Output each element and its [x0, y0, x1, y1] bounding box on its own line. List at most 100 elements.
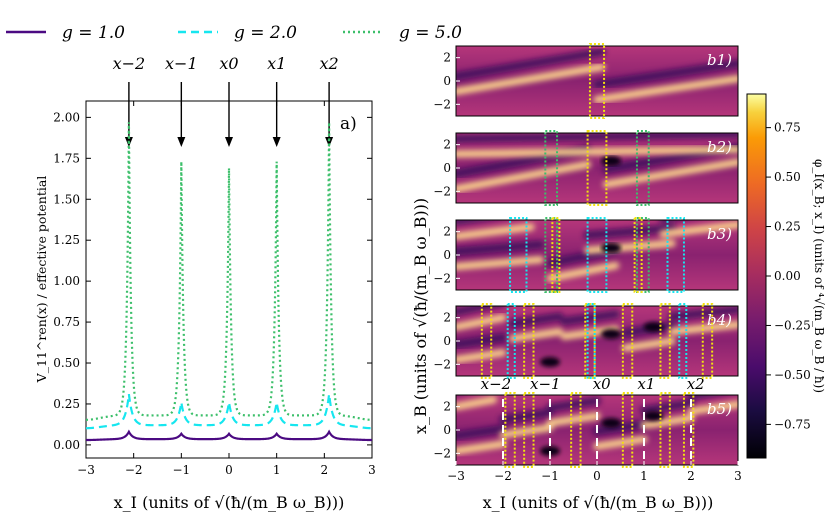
box-cyan	[678, 303, 688, 379]
heatmap-b3	[456, 220, 738, 290]
dark-band	[456, 306, 505, 316]
dark-spot	[540, 357, 560, 367]
box-cyan	[666, 217, 685, 293]
box-yellow	[659, 303, 671, 379]
panel-label-b3: b3)	[707, 225, 732, 243]
xtick-label-b: 1	[640, 469, 648, 483]
xtick-label-a: 0	[225, 463, 233, 477]
box-yellow	[570, 392, 582, 468]
xtick-label-a: −3	[77, 463, 95, 477]
dark-spot	[601, 243, 622, 253]
ytick-label-b: 0	[443, 334, 451, 348]
legend: g = 1.0 g = 2.0 g = 5.0	[6, 23, 462, 43]
light-band	[593, 75, 738, 104]
dark-band	[546, 396, 601, 412]
legend-label-g2: g = 2.0	[234, 23, 297, 43]
colorbar: 0.75 0.50 0.25 0.00 −0.25 −0.50 −0.75 φ_I(x_B;…	[746, 93, 826, 459]
series-g5-line	[86, 122, 372, 421]
xtick-label-b: −1	[541, 469, 559, 483]
peak-arrow-head	[177, 137, 186, 147]
heatmap-b2	[456, 133, 738, 203]
ytick-label-a: 1.25	[53, 233, 80, 247]
xtick-label-a: 2	[321, 463, 329, 477]
ytick-label-b: 2	[443, 138, 451, 152]
panel-b-xlabel: x_I (units of √(ħ/(m_B ω_B)))	[483, 493, 714, 512]
ytick-label-b: −2	[433, 446, 451, 460]
light-band	[456, 161, 592, 193]
b5-label: x0	[593, 375, 611, 393]
heatmap-spots	[601, 156, 622, 166]
ytick-label-b: 2	[443, 51, 451, 65]
light-band	[456, 349, 507, 364]
ytick-label-b: −2	[433, 271, 451, 285]
light-band	[659, 221, 738, 238]
ytick-label-a: 0.00	[53, 438, 80, 452]
dark-spot	[601, 329, 622, 339]
box-yellow	[586, 130, 608, 206]
b5-label: x−1	[530, 375, 561, 393]
ytick-label-b: 0	[443, 423, 451, 437]
peak-arrow-label: x−2	[113, 54, 146, 73]
box-cyan	[586, 303, 596, 379]
box-yellow	[551, 217, 561, 293]
colorbar-gradient	[746, 93, 767, 459]
box-yellow	[659, 392, 671, 468]
dark-band	[583, 224, 677, 240]
xtick-label-a: 1	[273, 463, 281, 477]
panel-a: x−2 x−1 x0 x1 x2 −3 −2 −1 0 1 2 3 0.00 0.25 0.50 0.75 1…	[34, 54, 376, 512]
panel-label-b2: b2)	[707, 138, 732, 156]
light-band	[687, 400, 738, 415]
dark-spot	[643, 322, 664, 332]
dark-band	[640, 399, 695, 415]
light-band	[456, 256, 545, 271]
box-yellow	[504, 392, 516, 468]
box-yellow	[682, 392, 695, 468]
dark-band	[658, 220, 686, 223]
colorbar-label: φ_I(x_B; x_I) (units of ⁴√(m_B ω_B / ħ))	[812, 159, 826, 393]
panel-a-xlabel: x_I (units of √(ħ/(m_B ω_B)))	[114, 493, 345, 512]
box-yellow	[523, 392, 535, 468]
colorbar-tick-label: −0.75	[774, 417, 811, 431]
xtick-label-a: 3	[368, 463, 376, 477]
colorbar-ticks: 0.75 0.50 0.25 0.00 −0.25 −0.50 −0.75	[766, 121, 811, 431]
box-green	[635, 130, 650, 206]
box-yellow	[701, 303, 714, 379]
ytick-label-a: 2.00	[53, 110, 80, 124]
panel-b-axes: −2 0 2 b1) −2 0 2 b2) −2 0 2 b3) −2 0 2 b4) −2 0 2 b5) −3 −2 −…	[433, 43, 742, 483]
ytick-label-a: 0.50	[53, 356, 80, 370]
heatmap-spots	[540, 322, 664, 367]
peak-arrow-head	[225, 137, 233, 147]
heatmap-b1	[456, 46, 738, 116]
peak-arrow-label: x1	[267, 54, 286, 73]
panel-label-b1: b1)	[707, 51, 732, 69]
b5-label: x−2	[481, 375, 512, 393]
colorbar-tick-label: 0.00	[774, 269, 801, 283]
ytick-label-a: 1.75	[53, 151, 80, 165]
box-cyan	[586, 217, 608, 293]
dark-band	[593, 59, 738, 89]
xtick-label-b: −3	[447, 469, 465, 483]
dark-band	[593, 420, 648, 436]
box-cyan	[506, 303, 516, 379]
dark-spot	[601, 418, 622, 428]
ytick-label-b: 0	[443, 248, 451, 262]
ytick-label-a: 1.50	[53, 192, 80, 206]
ytick-label-b: 0	[443, 161, 451, 175]
dark-band	[499, 408, 554, 424]
b5-label: x2	[687, 375, 705, 393]
box-cyan	[509, 217, 528, 293]
panel-a-ylabel: V_11^ren(x) / effective potential	[34, 176, 49, 384]
heatmap-b4	[456, 306, 738, 376]
ytick-label-a: 0.75	[53, 315, 80, 329]
heatmap-light-bands	[456, 221, 738, 282]
peak-arrow-head	[325, 137, 334, 147]
box-yellow	[523, 303, 535, 379]
xtick-label-b: −2	[494, 469, 512, 483]
box-yellow	[480, 303, 493, 379]
ytick-label-b: 2	[443, 311, 451, 325]
box-yellow	[621, 303, 634, 379]
light-band	[456, 314, 507, 331]
light-band	[602, 158, 738, 188]
colorbar-tick-label: 0.25	[774, 220, 801, 234]
